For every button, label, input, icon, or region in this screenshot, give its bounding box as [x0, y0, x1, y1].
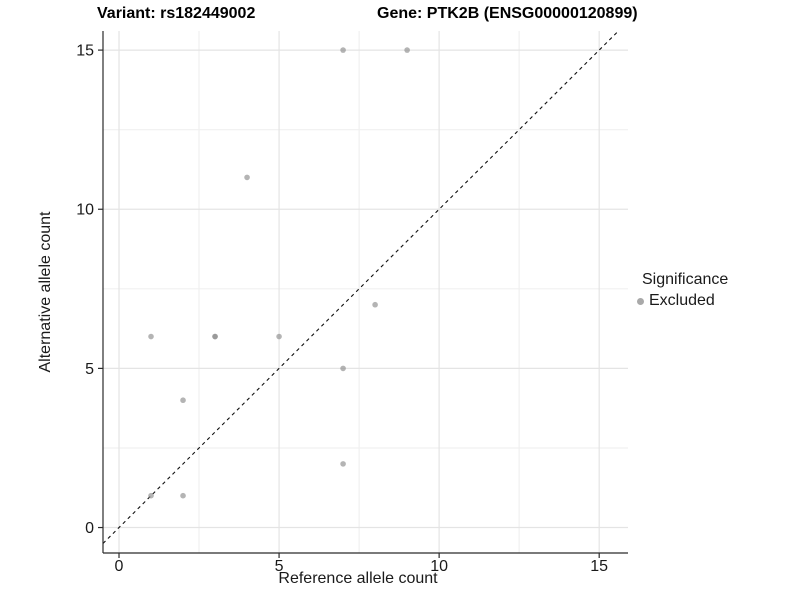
- x-tick-label: 10: [430, 558, 448, 575]
- data-point: [180, 492, 186, 499]
- x-tick-label: 15: [590, 558, 608, 575]
- legend-title: Significance: [642, 271, 729, 288]
- data-point: [404, 47, 410, 53]
- plot-title-gene: Gene: PTK2B (ENSG00000120899): [377, 5, 638, 22]
- x-tick-label: 0: [115, 558, 124, 575]
- x-tick-label: 5: [275, 558, 284, 575]
- y-axis-title: Alternative allele count: [37, 211, 54, 373]
- data-point: [148, 492, 154, 499]
- legend-dot-icon: [637, 297, 644, 305]
- data-point: [180, 397, 186, 404]
- data-point: [340, 47, 346, 53]
- legend-item-excluded: Excluded: [637, 292, 728, 310]
- data-point: [372, 301, 378, 308]
- y-tick-label: 0: [85, 520, 94, 537]
- legend-item-label: Excluded: [649, 292, 715, 309]
- x-axis-title: Reference allele count: [278, 570, 438, 587]
- data-point: [148, 333, 154, 340]
- data-point: [276, 333, 282, 340]
- identity-line: [102, 30, 619, 544]
- data-point: [340, 365, 346, 372]
- plot-title-variant: Variant: rs182449002: [97, 5, 256, 22]
- y-tick-label: 15: [76, 43, 94, 60]
- y-tick-label: 5: [85, 361, 94, 378]
- legend: Significance Excluded: [637, 271, 729, 310]
- data-point: [244, 174, 250, 181]
- data-point: [340, 461, 346, 467]
- y-tick-label: 10: [76, 202, 94, 219]
- data-point: [212, 333, 218, 340]
